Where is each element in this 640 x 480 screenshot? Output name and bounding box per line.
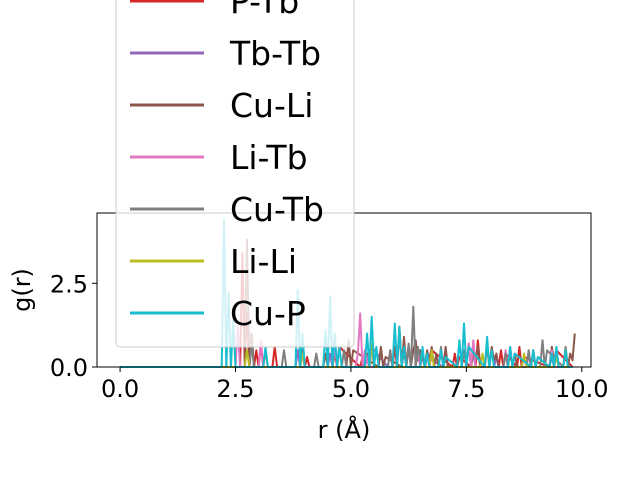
x-tick-label: 7.5 <box>447 375 485 403</box>
y-axis-label: g(r) <box>8 268 36 312</box>
legend-label: Tb-Tb <box>229 34 321 73</box>
x-axis-label: r (Å) <box>318 415 371 444</box>
y-tick-label: 2.5 <box>50 270 88 298</box>
legend-label: Cu-Tb <box>230 190 324 229</box>
legend-label: Cu-P <box>230 294 306 333</box>
y-tick-label: 0.0 <box>50 354 88 382</box>
y-axis: 0.0 2.5 <box>50 270 97 382</box>
legend: P-Tb Tb-Tb Cu-Li Li-Tb Cu-Tb Li-Li Cu-P <box>115 0 355 348</box>
x-tick-label: 2.5 <box>216 375 254 403</box>
legend-label: P-Tb <box>230 0 299 21</box>
x-tick-label: 0.0 <box>101 375 139 403</box>
x-tick-label: 10.0 <box>555 375 608 403</box>
legend-label: Li-Li <box>230 242 297 281</box>
legend-label: Li-Tb <box>230 138 308 177</box>
x-axis: 0.0 2.5 5.0 7.5 10.0 <box>101 367 608 403</box>
x-tick-label: 5.0 <box>332 375 370 403</box>
legend-label: Cu-Li <box>230 86 313 125</box>
